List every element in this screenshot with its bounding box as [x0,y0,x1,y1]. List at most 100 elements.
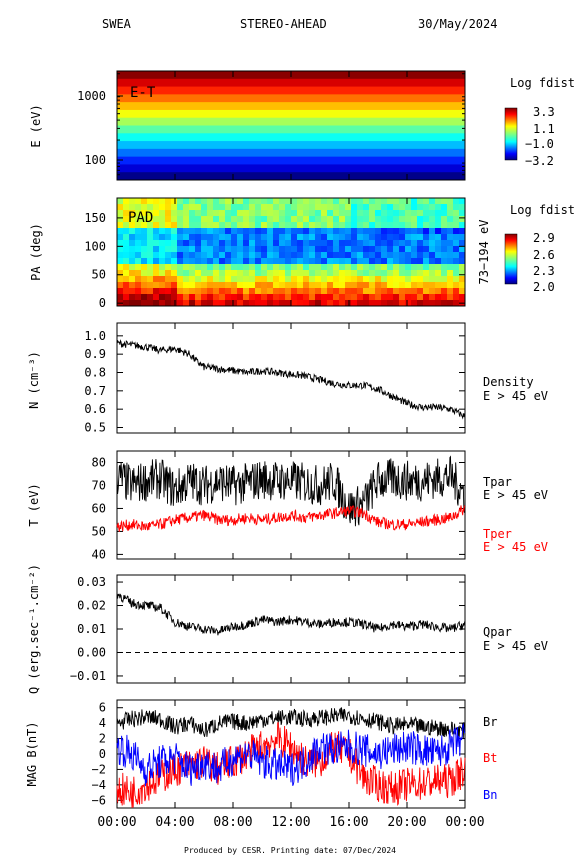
tpar-legend-energy: E > 45 eV [483,488,548,502]
pad-cell [423,264,430,271]
pad-cell [405,228,412,235]
pad-tick-label: 100 [84,239,106,253]
pad-cell [441,294,448,301]
pad-cell [369,288,376,295]
pad-cell [207,270,214,277]
pad-cell [309,294,316,301]
pad-cell [261,216,268,223]
pad-cell [399,252,406,259]
pad-cell [399,246,406,253]
pad-cell [393,240,400,247]
pad-cell [117,258,124,265]
pad-cell [279,204,286,211]
pad-cell [219,252,226,259]
pad-cell [285,288,292,295]
pad-cell [189,270,196,277]
pad-cell [165,300,172,307]
pad-cell [177,288,184,295]
pad-cell [225,222,232,229]
pad-cell [297,264,304,271]
pad-cell [177,234,184,241]
pad-cell [357,258,364,265]
pad-cell [339,258,346,265]
pad-cell [267,264,274,271]
pad-cell [459,246,466,253]
pad-cell [441,270,448,277]
pad-cell [333,288,340,295]
energy-tick-label: 1000 [77,89,106,103]
pad-cell [315,246,322,253]
pad-cell [447,240,454,247]
pad-cell [321,270,328,277]
pad-cell [243,252,250,259]
pad-cell [255,234,262,241]
pad-cell [201,300,208,307]
pad-cell [363,264,370,271]
pad-cell [231,228,238,235]
pad-cell [351,288,358,295]
pad-cell [447,216,454,223]
pad-cell [267,210,274,217]
pad-cell [345,228,352,235]
pad-cell [357,228,364,235]
pad-cell [135,264,142,271]
pad-cell [225,252,232,259]
pad-cell [123,300,130,307]
pad-cell [321,234,328,241]
pad-cell [129,288,136,295]
y-tick-label: −4 [92,778,106,792]
pad-cell [129,216,136,223]
pad-cell [165,270,172,277]
pad-cell [267,246,274,253]
pad-cell [321,222,328,229]
pad-tick-label: 50 [92,268,106,282]
pad-cell [387,198,394,205]
pad-cell [207,210,214,217]
pad-cell [429,216,436,223]
pad-cell [285,198,292,205]
pad-cell [297,252,304,259]
pad-cell [357,282,364,289]
pad-cell [219,240,226,247]
pad-cell [171,288,178,295]
pad-cell [375,252,382,259]
pad-cell [459,222,466,229]
pad-cell [339,198,346,205]
pad-cell [189,216,196,223]
pad-cell [453,234,460,241]
pad-cell [315,282,322,289]
pad-cell [453,228,460,235]
pad-cell [195,240,202,247]
pad-cell [117,282,124,289]
pad-cell [177,198,184,205]
pad-cell [435,288,442,295]
pad-cell [285,252,292,259]
pad-cell [357,246,364,253]
pad-cell [123,258,130,265]
pad-cell [219,258,226,265]
pad-cell [411,234,418,241]
pad-cell [189,234,196,241]
pad-cell [375,228,382,235]
pad-cell [309,228,316,235]
pad-cell [213,222,220,229]
pad-cell [249,246,256,253]
pad-cell [171,228,178,235]
pad-cell [171,240,178,247]
pad-cell [417,258,424,265]
pad-cell [219,264,226,271]
pad-cell [303,294,310,301]
pad-cell [159,258,166,265]
et-colorbar [504,107,518,161]
y-tick-label: 6 [99,701,106,715]
pad-cell [393,222,400,229]
pad-cell [279,240,286,247]
pad-cell [435,258,442,265]
pad-cell [243,204,250,211]
pad-cell [273,216,280,223]
pad-cell [129,204,136,211]
pad-cell [381,252,388,259]
energy-band [117,133,465,142]
pad-cell [159,210,166,217]
pad-cell [219,234,226,241]
